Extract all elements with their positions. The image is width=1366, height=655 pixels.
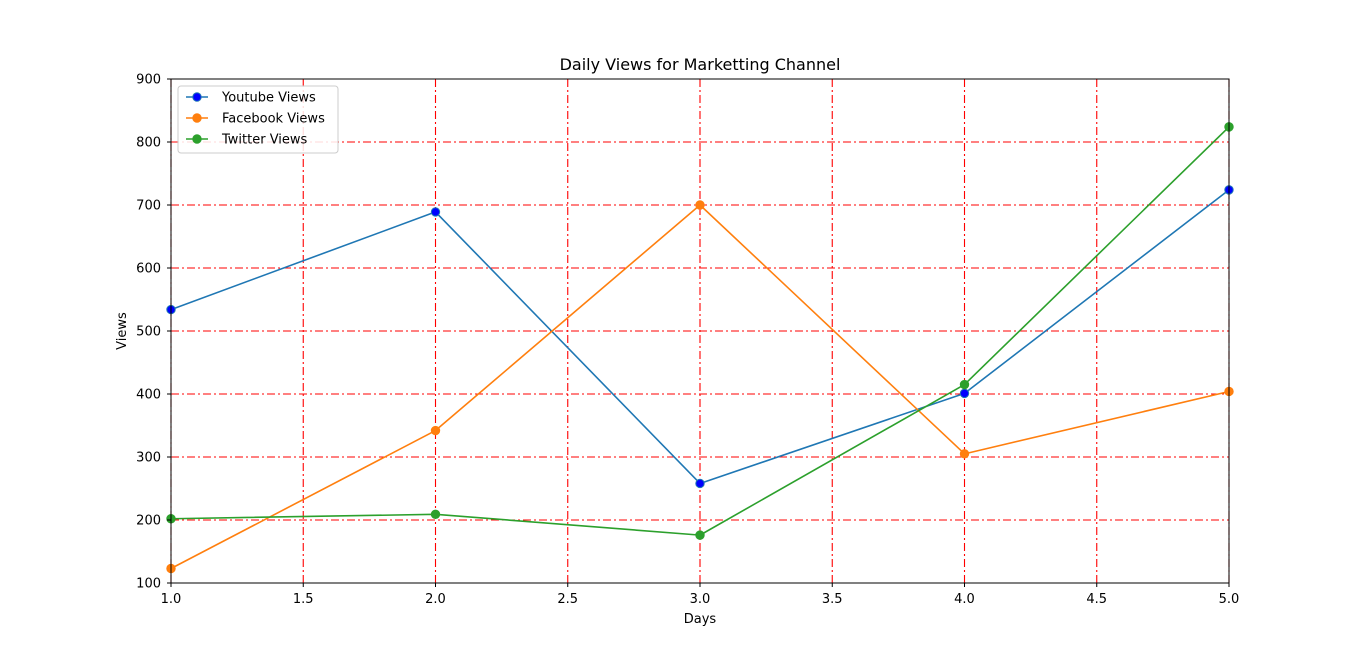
legend-item: Facebook Views bbox=[186, 112, 325, 127]
data-point bbox=[959, 449, 970, 459]
data-point bbox=[430, 425, 441, 436]
legend-marker bbox=[192, 113, 202, 123]
legend-label: Twitter Views bbox=[221, 133, 308, 148]
series-lines bbox=[166, 122, 1234, 574]
legend-box bbox=[177, 85, 339, 154]
data-point bbox=[959, 379, 970, 390]
x-tick-label: 4.5 bbox=[1086, 592, 1107, 607]
legend-label: Youtube Views bbox=[221, 91, 316, 106]
data-point bbox=[430, 207, 441, 217]
data-point bbox=[695, 530, 705, 540]
legend-marker bbox=[192, 134, 202, 144]
x-tick-label: 5.0 bbox=[1219, 592, 1240, 607]
legend-marker bbox=[192, 92, 202, 102]
x-tick-label: 4.0 bbox=[954, 592, 975, 607]
legend: Youtube Views Facebook Views Twitter Views bbox=[177, 85, 339, 154]
legend-label: Facebook Views bbox=[222, 112, 325, 127]
legend-item: Twitter Views bbox=[186, 133, 308, 148]
data-point bbox=[959, 388, 970, 399]
x-tick-label: 2.5 bbox=[557, 592, 578, 607]
y-tick-label: 800 bbox=[136, 136, 161, 151]
x-tick-label: 3.5 bbox=[822, 592, 843, 607]
y-tick-label: 200 bbox=[136, 514, 161, 529]
y-tick-label: 500 bbox=[136, 325, 161, 340]
data-point bbox=[695, 478, 705, 489]
x-tick-label: 3.0 bbox=[690, 592, 711, 607]
data-point bbox=[695, 200, 705, 210]
y-tick-label: 900 bbox=[136, 73, 161, 88]
x-tick-label: 1.5 bbox=[293, 592, 314, 607]
y-tick-label: 600 bbox=[136, 262, 161, 277]
x-axis-label: Days bbox=[684, 612, 717, 627]
chart-title: Daily Views for Marketting Channel bbox=[560, 55, 841, 74]
axis-ticks: 1.0 1.5 2.0 2.5 3.0 3.5 4.0 4.5 5.0 100 200 300 400 5… bbox=[136, 73, 1239, 608]
y-axis-label: Views bbox=[115, 312, 130, 350]
y-tick-label: 300 bbox=[136, 451, 161, 466]
y-tick-label: 100 bbox=[136, 577, 161, 592]
x-tick-label: 2.0 bbox=[425, 592, 446, 607]
y-tick-label: 400 bbox=[136, 388, 161, 403]
y-tick-label: 700 bbox=[136, 199, 161, 214]
legend-item: Youtube Views bbox=[186, 91, 316, 106]
grid bbox=[170, 78, 1230, 584]
x-tick-label: 1.0 bbox=[161, 592, 182, 607]
data-point bbox=[430, 509, 441, 520]
